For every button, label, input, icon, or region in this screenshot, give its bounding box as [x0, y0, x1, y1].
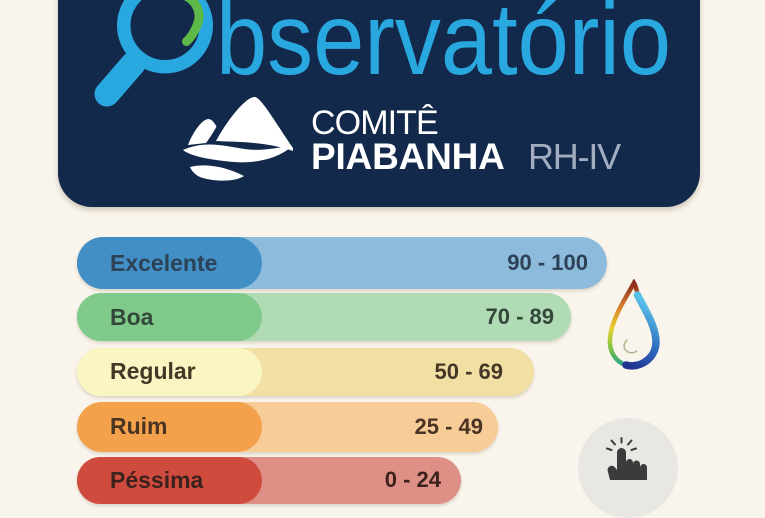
svg-text:bservatório: bservatório — [216, 0, 671, 96]
